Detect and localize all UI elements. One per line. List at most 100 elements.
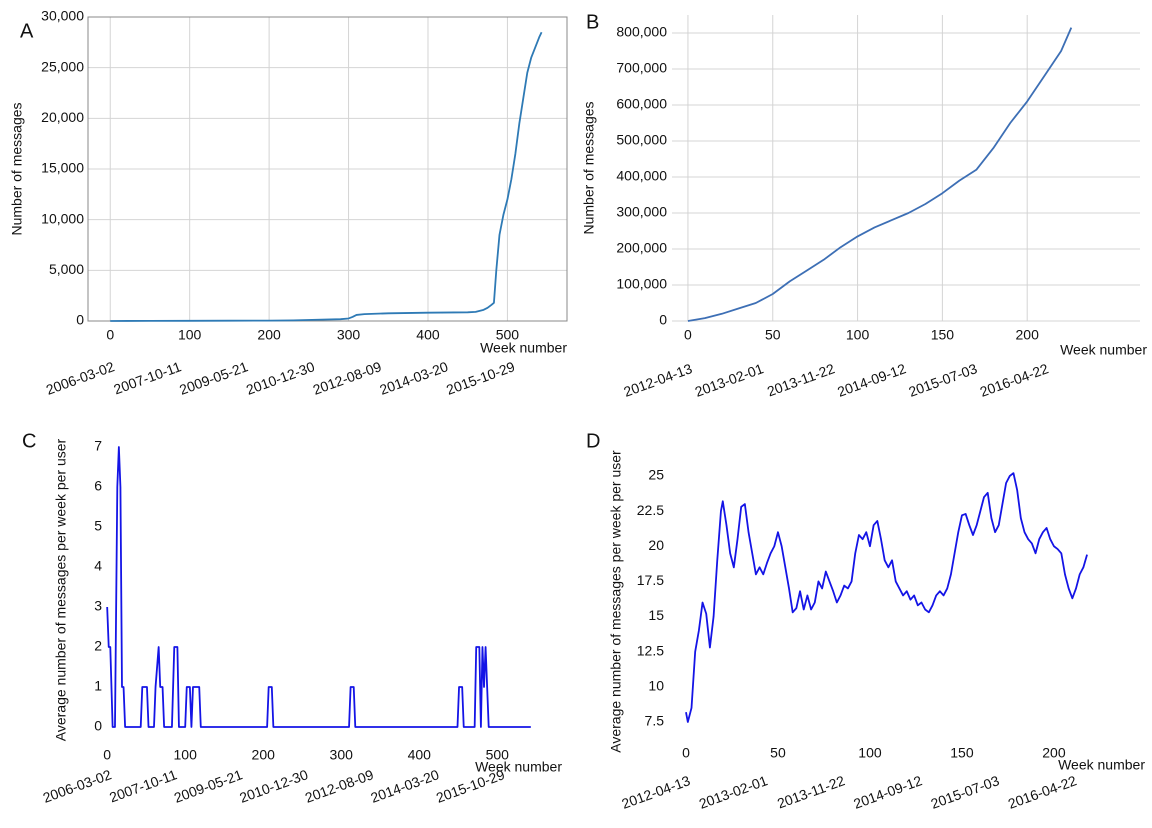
date-tick-label: 2013-02-01	[697, 772, 770, 812]
x-tick-label: 100	[846, 327, 870, 343]
data-line	[687, 27, 1073, 322]
x-axis-label: Week number	[1058, 757, 1145, 773]
y-tick-label: 25	[648, 467, 664, 483]
x-tick-label: 300	[330, 747, 354, 763]
y-tick-label: 100,000	[616, 276, 667, 292]
x-tick-label: 100	[858, 745, 882, 761]
date-tick-label: 2013-02-01	[693, 360, 766, 400]
x-tick-label: 50	[770, 745, 786, 761]
y-axis-label: Average number of messages per week per …	[53, 438, 69, 741]
data-line	[110, 31, 543, 322]
date-tick-label: 2007-10-11	[107, 766, 179, 805]
y-tick-label: 200,000	[616, 240, 667, 256]
y-tick-label: 20,000	[41, 109, 84, 125]
y-tick-label: 10	[648, 678, 664, 694]
y-axis-label: Number of messages	[9, 102, 25, 235]
date-tick-label: 2015-07-03	[906, 360, 979, 400]
x-tick-label: 500	[486, 747, 510, 763]
y-tick-label: 500,000	[616, 132, 667, 148]
y-tick-label: 400,000	[616, 168, 667, 184]
y-tick-label: 600,000	[616, 96, 667, 112]
x-tick-label: 150	[931, 327, 955, 343]
x-tick-label: 150	[950, 745, 974, 761]
y-tick-label: 20	[648, 537, 664, 553]
panel-label: C	[22, 430, 36, 452]
panel-2: 0 1 2 3 4 5 6 7 0 100 200 300 400 500 2006-03-022007-1…	[22, 430, 562, 806]
y-tick-label: 4	[94, 558, 102, 574]
y-tick-label: 3	[94, 598, 102, 614]
x-tick-label: 0	[103, 747, 111, 763]
y-tick-label: 800,000	[616, 24, 667, 40]
panel-0: 0 5,000 10,000 15,000 20,000 25,000 30,000 0 100…	[9, 8, 568, 398]
date-tick-label: 2006-03-02	[41, 766, 114, 806]
date-tick-label: 2013-11-22	[775, 772, 847, 811]
panel-3: 7.5 10 12.5 15 17.5 20 22.5 25 0 50 100 150 200 2012-…	[586, 430, 1145, 812]
y-axis-label: Number of messages	[581, 101, 597, 234]
y-tick-label: 15,000	[41, 160, 84, 176]
panel-label: D	[586, 430, 600, 452]
y-tick-label: 30,000	[41, 8, 84, 24]
y-tick-label: 0	[94, 718, 102, 734]
x-tick-label: 0	[106, 327, 114, 343]
date-tick-label: 2015-10-29	[444, 358, 517, 398]
x-tick-label: 300	[337, 327, 361, 343]
x-tick-label: 100	[178, 327, 202, 343]
y-tick-label: 300,000	[616, 204, 667, 220]
date-tick-label: 2014-09-12	[835, 360, 908, 400]
y-tick-label: 25,000	[41, 58, 84, 74]
x-axis-label: Week number	[475, 759, 562, 775]
y-tick-label: 22.5	[637, 502, 664, 518]
y-tick-label: 0	[659, 312, 667, 328]
x-tick-label: 500	[496, 327, 520, 343]
y-tick-label: 7.5	[645, 713, 665, 729]
y-tick-label: 12.5	[637, 642, 664, 658]
y-tick-label: 15	[648, 607, 664, 623]
date-tick-label: 2013-11-22	[765, 360, 837, 399]
panel-label: A	[20, 20, 34, 42]
date-tick-label: 2010-12-30	[237, 766, 310, 806]
y-tick-label: 2	[94, 638, 102, 654]
data-line	[685, 472, 1088, 723]
date-tick-label: 2007-10-11	[111, 358, 183, 397]
date-tick-label: 2010-12-30	[244, 358, 317, 398]
date-tick-label: 2009-05-21	[172, 766, 245, 806]
y-tick-label: 700,000	[616, 60, 667, 76]
x-tick-label: 0	[682, 745, 690, 761]
date-tick-label: 2009-05-21	[177, 358, 250, 398]
date-tick-label: 2016-04-22	[978, 360, 1051, 400]
y-tick-label: 10,000	[41, 210, 84, 226]
x-tick-label: 200	[1042, 745, 1066, 761]
y-tick-label: 7	[94, 438, 102, 454]
y-tick-label: 0	[76, 312, 84, 328]
date-tick-label: 2012-08-09	[311, 358, 384, 398]
y-tick-label: 17.5	[637, 572, 664, 588]
plot-frame	[87, 16, 568, 322]
panel-label: B	[586, 11, 599, 33]
date-tick-label: 2016-04-22	[1006, 772, 1079, 812]
x-tick-label: 200	[252, 747, 276, 763]
x-tick-label: 200	[1016, 327, 1040, 343]
x-tick-label: 200	[257, 327, 281, 343]
y-axis-label: Average number of messages per week per …	[608, 450, 624, 753]
y-tick-label: 5,000	[49, 261, 84, 277]
y-tick-label: 6	[94, 478, 102, 494]
x-tick-label: 100	[174, 747, 198, 763]
y-tick-label: 5	[94, 518, 102, 534]
date-tick-label: 2012-04-13	[621, 360, 694, 400]
x-tick-label: 400	[408, 747, 432, 763]
x-tick-label: 400	[416, 327, 440, 343]
x-axis-label: Week number	[480, 340, 567, 356]
date-tick-label: 2012-08-09	[303, 766, 376, 806]
date-tick-label: 2012-04-13	[619, 772, 692, 812]
panel-1: 0 100,000 200,000 300,000 400,000 500,000 600,…	[581, 11, 1148, 400]
x-tick-label: 0	[684, 327, 692, 343]
date-tick-label: 2014-03-20	[368, 766, 441, 806]
date-tick-label: 2014-09-12	[851, 772, 924, 812]
x-tick-label: 50	[765, 327, 781, 343]
date-tick-label: 2014-03-20	[377, 358, 450, 398]
date-tick-label: 2006-03-02	[44, 358, 117, 398]
y-tick-label: 1	[94, 678, 102, 694]
x-axis-label: Week number	[1060, 342, 1147, 358]
data-line	[106, 446, 531, 728]
